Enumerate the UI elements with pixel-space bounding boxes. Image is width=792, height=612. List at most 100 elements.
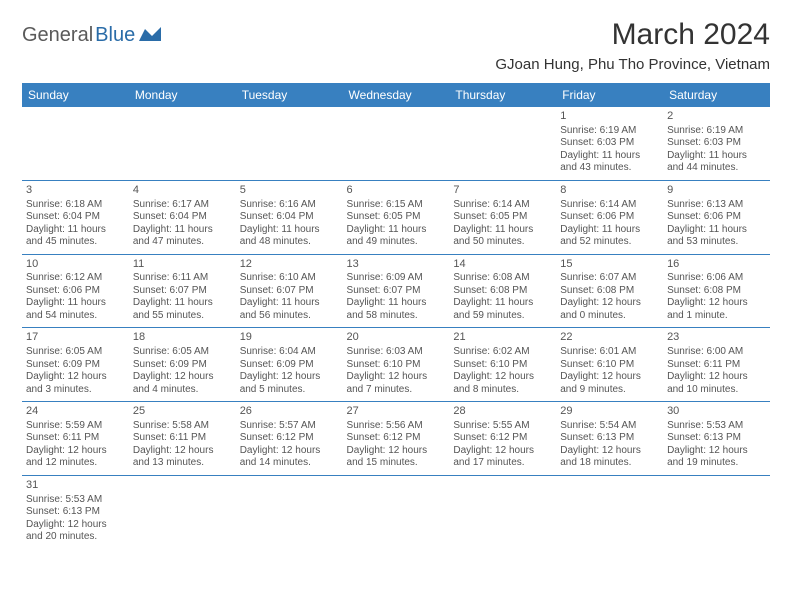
daylight-text: Daylight: 11 hours and 50 minutes. xyxy=(453,224,552,249)
day-number: 11 xyxy=(133,258,232,272)
logo-text-general: General xyxy=(22,24,93,47)
calendar-body: 1Sunrise: 6:19 AMSunset: 6:03 PMDaylight… xyxy=(22,107,770,549)
calendar-week-row: 24Sunrise: 5:59 AMSunset: 6:11 PMDayligh… xyxy=(22,402,770,476)
calendar-day-cell xyxy=(663,475,770,548)
day-number: 25 xyxy=(133,405,232,419)
sunrise-text: Sunrise: 6:14 AM xyxy=(560,199,659,212)
day-number: 10 xyxy=(26,258,125,272)
daylight-text: Daylight: 11 hours and 45 minutes. xyxy=(26,224,125,249)
calendar-day-cell: 15Sunrise: 6:07 AMSunset: 6:08 PMDayligh… xyxy=(556,254,663,328)
day-number: 23 xyxy=(667,331,766,345)
day-number: 30 xyxy=(667,405,766,419)
weekday-header: Thursday xyxy=(449,83,556,107)
month-title: March 2024 xyxy=(495,18,770,52)
sunset-text: Sunset: 6:08 PM xyxy=(667,285,766,298)
calendar-day-cell: 26Sunrise: 5:57 AMSunset: 6:12 PMDayligh… xyxy=(236,402,343,476)
sunset-text: Sunset: 6:03 PM xyxy=(560,137,659,150)
sunrise-text: Sunrise: 6:12 AM xyxy=(26,272,125,285)
day-number: 6 xyxy=(347,184,446,198)
sunset-text: Sunset: 6:08 PM xyxy=(453,285,552,298)
daylight-text: Daylight: 12 hours and 19 minutes. xyxy=(667,445,766,470)
sunset-text: Sunset: 6:11 PM xyxy=(667,359,766,372)
calendar-day-cell: 6Sunrise: 6:15 AMSunset: 6:05 PMDaylight… xyxy=(343,180,450,254)
weekday-header-row: Sunday Monday Tuesday Wednesday Thursday… xyxy=(22,83,770,107)
sunset-text: Sunset: 6:11 PM xyxy=(133,432,232,445)
daylight-text: Daylight: 12 hours and 13 minutes. xyxy=(133,445,232,470)
sunset-text: Sunset: 6:06 PM xyxy=(560,211,659,224)
day-number: 21 xyxy=(453,331,552,345)
calendar-day-cell: 5Sunrise: 6:16 AMSunset: 6:04 PMDaylight… xyxy=(236,180,343,254)
calendar-day-cell xyxy=(449,107,556,180)
sunset-text: Sunset: 6:04 PM xyxy=(26,211,125,224)
calendar-day-cell xyxy=(343,475,450,548)
sunset-text: Sunset: 6:10 PM xyxy=(453,359,552,372)
daylight-text: Daylight: 11 hours and 52 minutes. xyxy=(560,224,659,249)
daylight-text: Daylight: 12 hours and 4 minutes. xyxy=(133,371,232,396)
calendar-day-cell: 13Sunrise: 6:09 AMSunset: 6:07 PMDayligh… xyxy=(343,254,450,328)
title-block: March 2024 GJoan Hung, Phu Tho Province,… xyxy=(495,18,770,73)
day-number: 7 xyxy=(453,184,552,198)
calendar-day-cell: 17Sunrise: 6:05 AMSunset: 6:09 PMDayligh… xyxy=(22,328,129,402)
calendar-day-cell xyxy=(343,107,450,180)
calendar-day-cell: 11Sunrise: 6:11 AMSunset: 6:07 PMDayligh… xyxy=(129,254,236,328)
sunrise-text: Sunrise: 6:04 AM xyxy=(240,346,339,359)
day-number: 9 xyxy=(667,184,766,198)
logo: General Blue xyxy=(22,24,161,47)
calendar-day-cell xyxy=(129,107,236,180)
day-number: 26 xyxy=(240,405,339,419)
sunrise-text: Sunrise: 5:55 AM xyxy=(453,420,552,433)
calendar-day-cell: 3Sunrise: 6:18 AMSunset: 6:04 PMDaylight… xyxy=(22,180,129,254)
calendar-week-row: 10Sunrise: 6:12 AMSunset: 6:06 PMDayligh… xyxy=(22,254,770,328)
sunrise-text: Sunrise: 6:17 AM xyxy=(133,199,232,212)
daylight-text: Daylight: 12 hours and 17 minutes. xyxy=(453,445,552,470)
sunset-text: Sunset: 6:07 PM xyxy=(347,285,446,298)
day-number: 20 xyxy=(347,331,446,345)
calendar-day-cell xyxy=(236,107,343,180)
sunset-text: Sunset: 6:04 PM xyxy=(240,211,339,224)
calendar-day-cell: 22Sunrise: 6:01 AMSunset: 6:10 PMDayligh… xyxy=(556,328,663,402)
daylight-text: Daylight: 12 hours and 7 minutes. xyxy=(347,371,446,396)
calendar-day-cell: 16Sunrise: 6:06 AMSunset: 6:08 PMDayligh… xyxy=(663,254,770,328)
sunrise-text: Sunrise: 6:18 AM xyxy=(26,199,125,212)
sunset-text: Sunset: 6:09 PM xyxy=(240,359,339,372)
weekday-header: Wednesday xyxy=(343,83,450,107)
sunrise-text: Sunrise: 6:01 AM xyxy=(560,346,659,359)
sunrise-text: Sunrise: 6:05 AM xyxy=(133,346,232,359)
daylight-text: Daylight: 12 hours and 8 minutes. xyxy=(453,371,552,396)
sunset-text: Sunset: 6:05 PM xyxy=(347,211,446,224)
daylight-text: Daylight: 12 hours and 3 minutes. xyxy=(26,371,125,396)
daylight-text: Daylight: 11 hours and 53 minutes. xyxy=(667,224,766,249)
sunrise-text: Sunrise: 6:00 AM xyxy=(667,346,766,359)
sunrise-text: Sunrise: 6:05 AM xyxy=(26,346,125,359)
day-number: 31 xyxy=(26,479,125,493)
calendar-day-cell: 24Sunrise: 5:59 AMSunset: 6:11 PMDayligh… xyxy=(22,402,129,476)
flag-icon xyxy=(139,27,161,41)
calendar-day-cell: 10Sunrise: 6:12 AMSunset: 6:06 PMDayligh… xyxy=(22,254,129,328)
sunset-text: Sunset: 6:12 PM xyxy=(240,432,339,445)
daylight-text: Daylight: 11 hours and 44 minutes. xyxy=(667,150,766,175)
sunset-text: Sunset: 6:06 PM xyxy=(667,211,766,224)
daylight-text: Daylight: 12 hours and 1 minute. xyxy=(667,297,766,322)
daylight-text: Daylight: 11 hours and 58 minutes. xyxy=(347,297,446,322)
calendar-day-cell: 18Sunrise: 6:05 AMSunset: 6:09 PMDayligh… xyxy=(129,328,236,402)
sunset-text: Sunset: 6:12 PM xyxy=(347,432,446,445)
sunset-text: Sunset: 6:09 PM xyxy=(133,359,232,372)
day-number: 18 xyxy=(133,331,232,345)
day-number: 27 xyxy=(347,405,446,419)
sunset-text: Sunset: 6:13 PM xyxy=(26,506,125,519)
sunrise-text: Sunrise: 5:56 AM xyxy=(347,420,446,433)
sunrise-text: Sunrise: 6:14 AM xyxy=(453,199,552,212)
sunset-text: Sunset: 6:13 PM xyxy=(667,432,766,445)
sunrise-text: Sunrise: 5:59 AM xyxy=(26,420,125,433)
daylight-text: Daylight: 11 hours and 54 minutes. xyxy=(26,297,125,322)
sunset-text: Sunset: 6:13 PM xyxy=(560,432,659,445)
header: General Blue March 2024 GJoan Hung, Phu … xyxy=(22,18,770,73)
calendar-day-cell xyxy=(449,475,556,548)
calendar-day-cell: 8Sunrise: 6:14 AMSunset: 6:06 PMDaylight… xyxy=(556,180,663,254)
calendar-day-cell: 2Sunrise: 6:19 AMSunset: 6:03 PMDaylight… xyxy=(663,107,770,180)
day-number: 29 xyxy=(560,405,659,419)
sunset-text: Sunset: 6:07 PM xyxy=(133,285,232,298)
day-number: 16 xyxy=(667,258,766,272)
sunrise-text: Sunrise: 6:15 AM xyxy=(347,199,446,212)
daylight-text: Daylight: 11 hours and 47 minutes. xyxy=(133,224,232,249)
